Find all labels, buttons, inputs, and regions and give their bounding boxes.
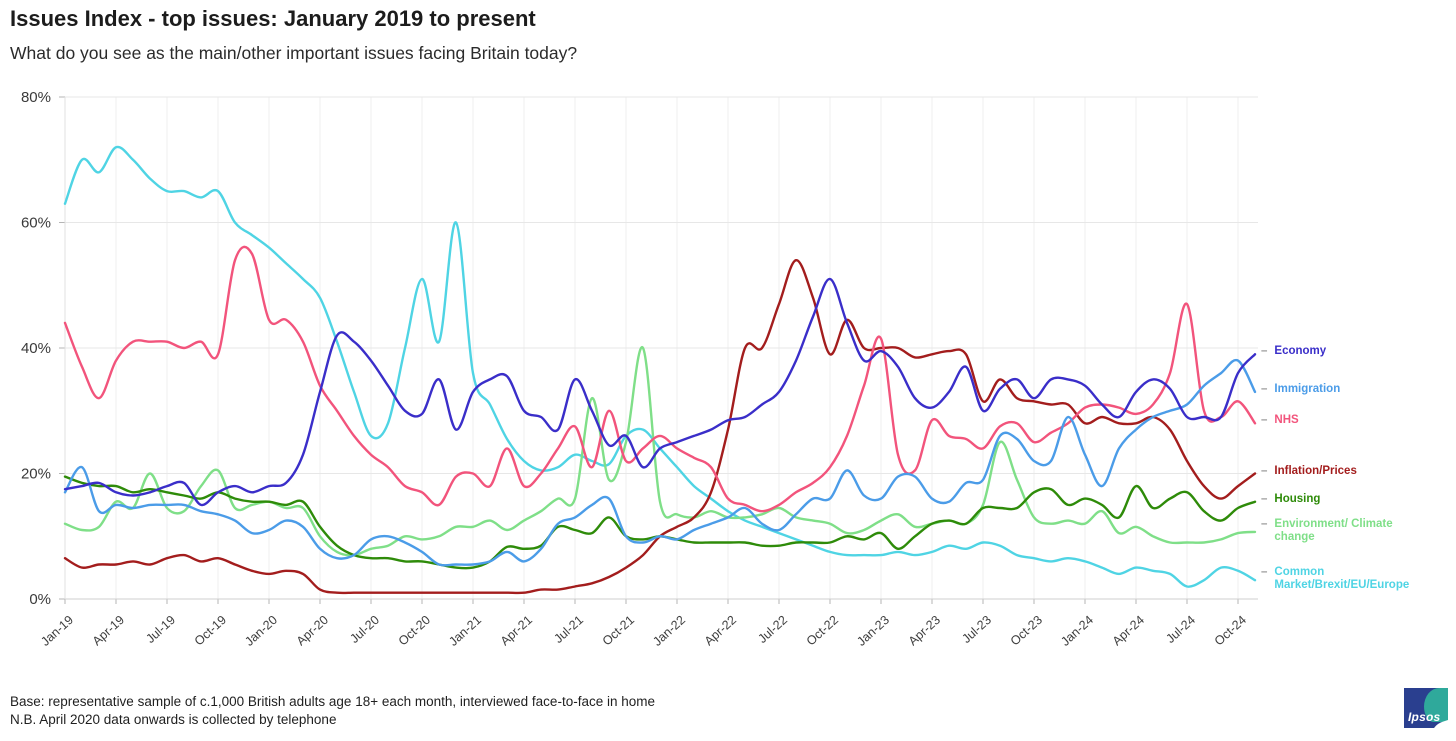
x-axis-label: Apr-19 <box>90 613 127 649</box>
x-axis-label: Jul-19 <box>143 613 178 646</box>
y-axis-label: 60% <box>21 215 51 232</box>
ipsos-logo-mark <box>1424 688 1448 722</box>
legend-item-common-market-brexit-eu-europe: – Common Market/Brexit/EU/Europe <box>1261 566 1432 592</box>
x-axis-label: Jan-23 <box>854 613 892 649</box>
page-title: Issues Index - top issues: January 2019 … <box>10 6 536 31</box>
page-subtitle: What do you see as the main/other import… <box>10 43 578 63</box>
series-line-environment-climate-change <box>63 346 1257 557</box>
series-line-common-market-brexit-eu-europe <box>63 145 1257 588</box>
legend-label: Common Market/Brexit/EU/Europe <box>1274 566 1410 592</box>
series-line-nhs <box>63 245 1257 513</box>
x-axis-label: Oct-24 <box>1212 613 1249 649</box>
legend-label: NHS <box>1274 414 1299 427</box>
legend-label: Housing <box>1274 492 1321 505</box>
x-axis-label: Jul-22 <box>755 613 790 646</box>
issues-line-chart: Jan-19 Apr-19 Jul-19 Oct-19 Jan-20 Apr-20 Jul-… <box>0 85 1310 685</box>
y-axis-label: 80% <box>21 89 51 106</box>
legend-item-immigration: – Immigration <box>1261 383 1340 396</box>
legend-dash: – <box>1261 382 1268 395</box>
ipsos-logo: Ipsos <box>1404 688 1448 728</box>
legend-label: Inflation/Prices <box>1274 464 1357 477</box>
legend-item-inflation-prices: – Inflation/Prices <box>1261 465 1357 478</box>
x-axis-label: Jan-20 <box>242 613 280 649</box>
legend-label: Economy <box>1274 345 1327 358</box>
legend-label: Immigration <box>1274 382 1341 395</box>
legend-item-nhs: – NHS <box>1261 414 1299 427</box>
x-axis-label: Apr-24 <box>1110 613 1147 649</box>
x-axis-label: Apr-22 <box>702 613 739 649</box>
legend-item-environment-climate-change: – Environment/ Climate change <box>1261 518 1432 544</box>
x-axis-label: Jan-24 <box>1058 613 1096 649</box>
legend-dash: – <box>1261 345 1268 358</box>
x-axis-label: Oct-19 <box>192 613 229 649</box>
footer-note-line2: N.B. April 2020 data onwards is collecte… <box>10 712 337 727</box>
x-axis-label: Oct-20 <box>396 613 433 649</box>
y-axis-label: 0% <box>29 591 51 608</box>
legend-dash: – <box>1261 414 1268 427</box>
x-axis-label: Apr-23 <box>906 613 943 649</box>
x-axis-label: Jan-21 <box>446 613 484 649</box>
x-axis-label: Oct-23 <box>1008 613 1045 649</box>
legend-dash: – <box>1261 566 1268 579</box>
footer-note-line1: Base: representative sample of c.1,000 B… <box>10 694 655 709</box>
x-axis-label: Jul-20 <box>347 613 382 646</box>
series-line-economy <box>63 277 1257 507</box>
chart-canvas: Jan-19 Apr-19 Jul-19 Oct-19 Jan-20 Apr-20 Jul-… <box>21 89 1258 649</box>
x-axis-label: Oct-21 <box>600 613 637 649</box>
legend-dash: – <box>1261 517 1268 530</box>
series-line-immigration <box>63 358 1257 567</box>
ipsos-logo-text: Ipsos <box>1408 710 1441 724</box>
x-axis-label: Oct-22 <box>804 613 841 649</box>
legend-item-economy: – Economy <box>1261 345 1326 358</box>
x-axis-label: Apr-21 <box>498 613 535 649</box>
y-axis-label: 20% <box>21 466 51 483</box>
x-axis-label: Jul-23 <box>959 613 994 646</box>
x-axis-label: Apr-20 <box>294 613 331 649</box>
x-axis-label: Jan-22 <box>650 613 688 649</box>
x-axis-label: Jul-21 <box>551 613 586 646</box>
x-axis-label: Jan-19 <box>38 613 76 649</box>
legend-label: Environment/ Climate change <box>1274 517 1393 543</box>
legend-dash: – <box>1261 464 1268 477</box>
legend-dash: – <box>1261 492 1268 505</box>
x-axis-label: Jul-24 <box>1163 613 1198 646</box>
legend-item-housing: – Housing <box>1261 493 1320 506</box>
series-line-inflation-prices <box>63 259 1257 595</box>
y-axis-label: 40% <box>21 340 51 357</box>
